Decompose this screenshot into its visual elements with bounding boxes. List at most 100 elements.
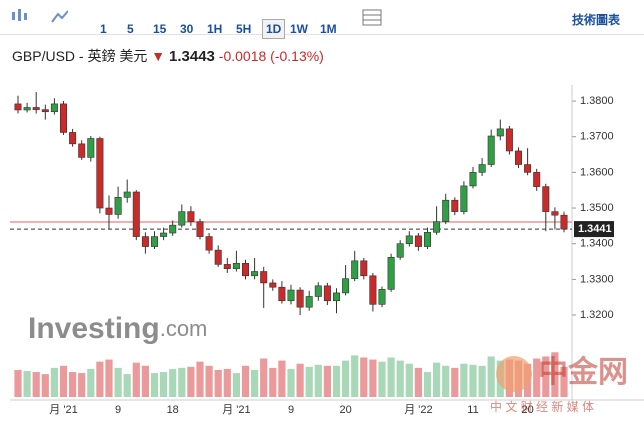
candle-body (287, 289, 295, 302)
volume-bar (23, 371, 31, 397)
candle-body (87, 138, 95, 158)
candle-body (524, 164, 532, 173)
candle-body (232, 263, 240, 269)
candle-body (314, 285, 322, 297)
volume-bar (41, 374, 49, 397)
volume-bar (433, 362, 441, 397)
change: -0.0018 (218, 48, 267, 64)
down-arrow: ▼ (151, 48, 166, 64)
volume-bar (451, 367, 459, 397)
volume-bar (187, 366, 195, 397)
candle-body (487, 135, 495, 165)
candle-body (369, 275, 377, 305)
candle-body (59, 103, 67, 133)
volume-bar (141, 365, 149, 397)
toolbar-icons (12, 9, 68, 23)
symbol: GBP/USD - 英鎊 美元 (12, 48, 148, 64)
volume-bar (296, 363, 304, 397)
volume-bar (478, 365, 486, 397)
y-tick-label: 1.3600 (580, 166, 614, 178)
volume-bar (96, 361, 104, 397)
interval-button[interactable]: 5H (236, 22, 252, 36)
candle-body (360, 260, 368, 277)
change-pct: (-0.13%) (270, 48, 324, 64)
volume-bar (150, 373, 159, 397)
volume-bar (314, 364, 322, 397)
volume-bar (469, 364, 477, 397)
candle-body (214, 249, 222, 265)
y-tick-label: 1.3700 (580, 131, 614, 143)
interval-button[interactable]: 15 (153, 22, 167, 36)
candle-body (442, 199, 450, 222)
x-tick-label: 18 (167, 404, 179, 416)
volume-bar (223, 368, 231, 397)
volume-bar (305, 366, 313, 397)
candle-body (332, 292, 340, 302)
interval-button[interactable]: 1H (207, 22, 223, 36)
volume-bar (505, 359, 513, 397)
volume-bar (332, 365, 341, 397)
volume-bar (378, 361, 386, 397)
volume-bar (50, 367, 58, 397)
volume-bar (87, 368, 95, 397)
candle-body (141, 236, 149, 247)
x-tick-label: 20 (339, 404, 351, 416)
candle-body (242, 263, 250, 277)
volume-bar (405, 363, 413, 397)
candle-body (269, 282, 277, 288)
candle-body (160, 232, 168, 237)
x-tick-label: 20 (521, 404, 533, 416)
y-tick-label: 1.3500 (580, 202, 614, 214)
volume-bar (542, 356, 550, 397)
volume-bar (205, 365, 213, 397)
last-price-box (574, 221, 614, 238)
volume-bar (287, 368, 295, 397)
interval-button[interactable]: 1 (100, 22, 107, 36)
volume-bar (414, 367, 422, 397)
candle-body (533, 172, 541, 187)
candle-body (78, 143, 86, 158)
candle-body (23, 107, 31, 111)
volume-bar (78, 373, 86, 397)
candle-body (378, 289, 386, 305)
candle-body (433, 221, 441, 233)
volume-bar (114, 367, 122, 397)
volume-bar (260, 358, 268, 397)
interval-button[interactable]: 1M (320, 22, 337, 36)
candle-body (260, 271, 268, 284)
volume-bar (551, 352, 559, 397)
interval-button[interactable]: 1D (262, 19, 286, 39)
candle-body (396, 243, 404, 258)
candle-body (560, 214, 568, 230)
logo: Investing.com (28, 312, 207, 345)
x-tick-label: 月 '21 (49, 404, 77, 416)
y-tick-label: 1.3800 (580, 95, 614, 107)
watermark-icon (496, 356, 532, 392)
volume-bar (369, 359, 377, 397)
interval-button[interactable]: 1W (290, 22, 308, 36)
volume-bar (105, 359, 113, 397)
volume-bar (169, 368, 177, 397)
candle-body (505, 128, 513, 152)
x-tick-label: 9 (288, 404, 294, 416)
candle-body (196, 221, 204, 237)
interval-button[interactable]: 5 (127, 22, 134, 36)
candle-body (305, 296, 313, 308)
candle-body (342, 278, 350, 294)
volume-bar (160, 372, 168, 397)
candle-body (278, 286, 286, 302)
volume-bar (69, 372, 77, 397)
interval-button[interactable]: 30 (180, 22, 194, 36)
volume-bar (442, 365, 450, 397)
volume-bar (214, 369, 222, 397)
candle-body (132, 191, 140, 237)
candle-body (323, 285, 331, 302)
technical-chart-link[interactable]: 技術圖表 (572, 13, 621, 27)
grid-icon[interactable] (360, 6, 384, 30)
volume-bar (278, 360, 286, 397)
candle-body (50, 103, 58, 113)
candle-body (296, 289, 304, 308)
volume-bar (178, 367, 186, 397)
volume-bar (460, 363, 468, 397)
